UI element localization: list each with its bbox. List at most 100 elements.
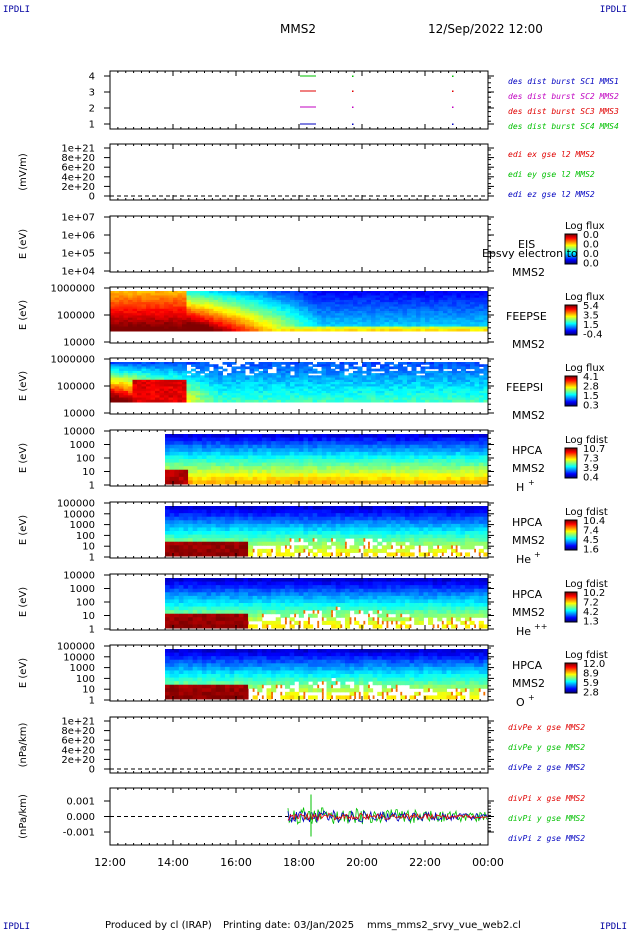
spectrogram-cell	[393, 319, 399, 323]
colorbar-tick-label: 4.1	[583, 372, 599, 383]
spectrogram-cell	[257, 459, 263, 464]
spectrogram-cell	[312, 469, 318, 474]
colorbar-cell	[565, 389, 577, 391]
colorbar-tick-label: 0.0	[583, 230, 599, 241]
spectrogram-cell	[326, 390, 331, 394]
spectrogram-cell	[339, 377, 345, 381]
spectrogram-cell	[389, 324, 394, 328]
spectrogram-cell	[183, 469, 189, 474]
spectrogram-cell	[141, 370, 147, 374]
spectrogram-cell	[340, 437, 346, 442]
spectrogram-cell	[344, 473, 351, 478]
spectrogram-cell	[398, 390, 403, 394]
spectrogram-cell	[348, 326, 354, 330]
spectrogram-cell	[249, 311, 255, 314]
spectrogram-cell	[354, 455, 360, 460]
spectrogram-cell	[456, 319, 462, 323]
spectrogram-cell	[418, 444, 424, 449]
spectrogram-cell	[240, 397, 246, 401]
spectrogram-cell	[197, 448, 203, 453]
spectrogram-cell	[234, 444, 240, 449]
spectrogram-cell	[299, 311, 304, 314]
spectrogram-cell	[308, 451, 314, 456]
spectrogram-cell	[177, 297, 183, 301]
spectrogram-cell	[407, 362, 412, 365]
spectrogram-cell	[146, 368, 151, 372]
spectrogram-cell	[371, 364, 376, 367]
spectrogram-cell	[141, 308, 147, 312]
spectrogram-cell	[249, 328, 255, 332]
spectrogram-cell	[362, 293, 367, 296]
spectrogram-cell	[353, 399, 358, 403]
spectrogram-cell	[289, 462, 295, 467]
spectrogram-cell	[362, 362, 367, 365]
spectrogram-cell	[423, 473, 429, 478]
spectrogram-cell	[438, 299, 444, 303]
spectrogram-cell	[290, 397, 295, 401]
spectrogram-cell	[434, 373, 439, 376]
spectrogram-cell	[395, 448, 401, 453]
spectrogram-cell	[456, 375, 462, 379]
spectrogram-cell	[357, 379, 363, 383]
spectrogram-cell	[164, 395, 169, 399]
spectrogram-cell	[339, 368, 345, 372]
spectrogram-cell	[245, 362, 250, 365]
spectrogram-cell	[317, 328, 322, 332]
spectrogram-cell	[263, 395, 268, 399]
spectrogram-cell	[276, 368, 282, 372]
spectrogram-cell	[434, 319, 439, 323]
spectrogram-cell	[252, 476, 258, 481]
spectrogram-cell	[402, 390, 408, 394]
spectrogram-cell	[429, 326, 435, 330]
spectrogram-cell	[389, 362, 394, 365]
spectrogram-cell	[132, 328, 138, 332]
spectrogram-cell	[168, 293, 174, 296]
spectrogram-cell	[303, 462, 309, 467]
spectrogram-cell	[183, 476, 189, 481]
spectrogram-cell	[432, 444, 438, 449]
spectrogram-cell	[218, 370, 223, 374]
spectrogram-cell	[375, 368, 381, 372]
spectrogram-cell	[438, 295, 444, 299]
spectrogram-cell	[446, 459, 452, 464]
spectrogram-cell	[409, 455, 415, 460]
spectrogram-cell	[411, 299, 417, 303]
spectrogram-cell	[177, 373, 183, 376]
spectrogram-cell	[381, 473, 387, 478]
spectrogram-cell	[165, 506, 171, 511]
spectrogram-cell	[339, 319, 345, 323]
spectrogram-cell	[249, 379, 255, 383]
spectrogram-cell	[353, 295, 358, 299]
spectrogram-cell	[363, 462, 369, 467]
spectrogram-cell	[227, 295, 232, 299]
spectrogram-cell	[339, 297, 345, 301]
spectrogram-cell	[335, 473, 341, 478]
spectrogram-cell	[165, 513, 171, 518]
spectrogram-cell	[177, 388, 183, 392]
spectrogram-cell	[321, 368, 327, 372]
spectrogram-cell	[303, 386, 309, 390]
spectrogram-cell	[141, 306, 147, 310]
spectrogram-cell	[429, 373, 435, 376]
spectrogram-cell	[386, 455, 392, 460]
spectrogram-cell	[432, 459, 438, 464]
spectrogram-cell	[416, 370, 421, 374]
spectrogram-cell	[411, 390, 417, 394]
spectrogram-cell	[366, 364, 372, 367]
spectrogram-cell	[335, 317, 340, 321]
spectrogram-cell	[186, 377, 192, 381]
spectrogram-cell	[479, 328, 484, 332]
spectrogram-cell	[303, 451, 309, 456]
spectrogram-cell	[195, 324, 201, 328]
spectrogram-cell	[461, 366, 466, 370]
spectrogram-cell	[281, 382, 286, 385]
spectrogram-cell	[414, 448, 420, 453]
spectrogram-cell	[407, 386, 412, 390]
spectrogram-cell	[308, 324, 313, 328]
spectrogram-cell	[434, 311, 439, 314]
spectrogram-cell	[447, 390, 453, 394]
spectrogram-cell	[200, 364, 205, 367]
spectrogram-cell	[423, 476, 429, 481]
spectrogram-cell	[470, 399, 475, 403]
colorbar-title: Log flux	[565, 292, 605, 303]
